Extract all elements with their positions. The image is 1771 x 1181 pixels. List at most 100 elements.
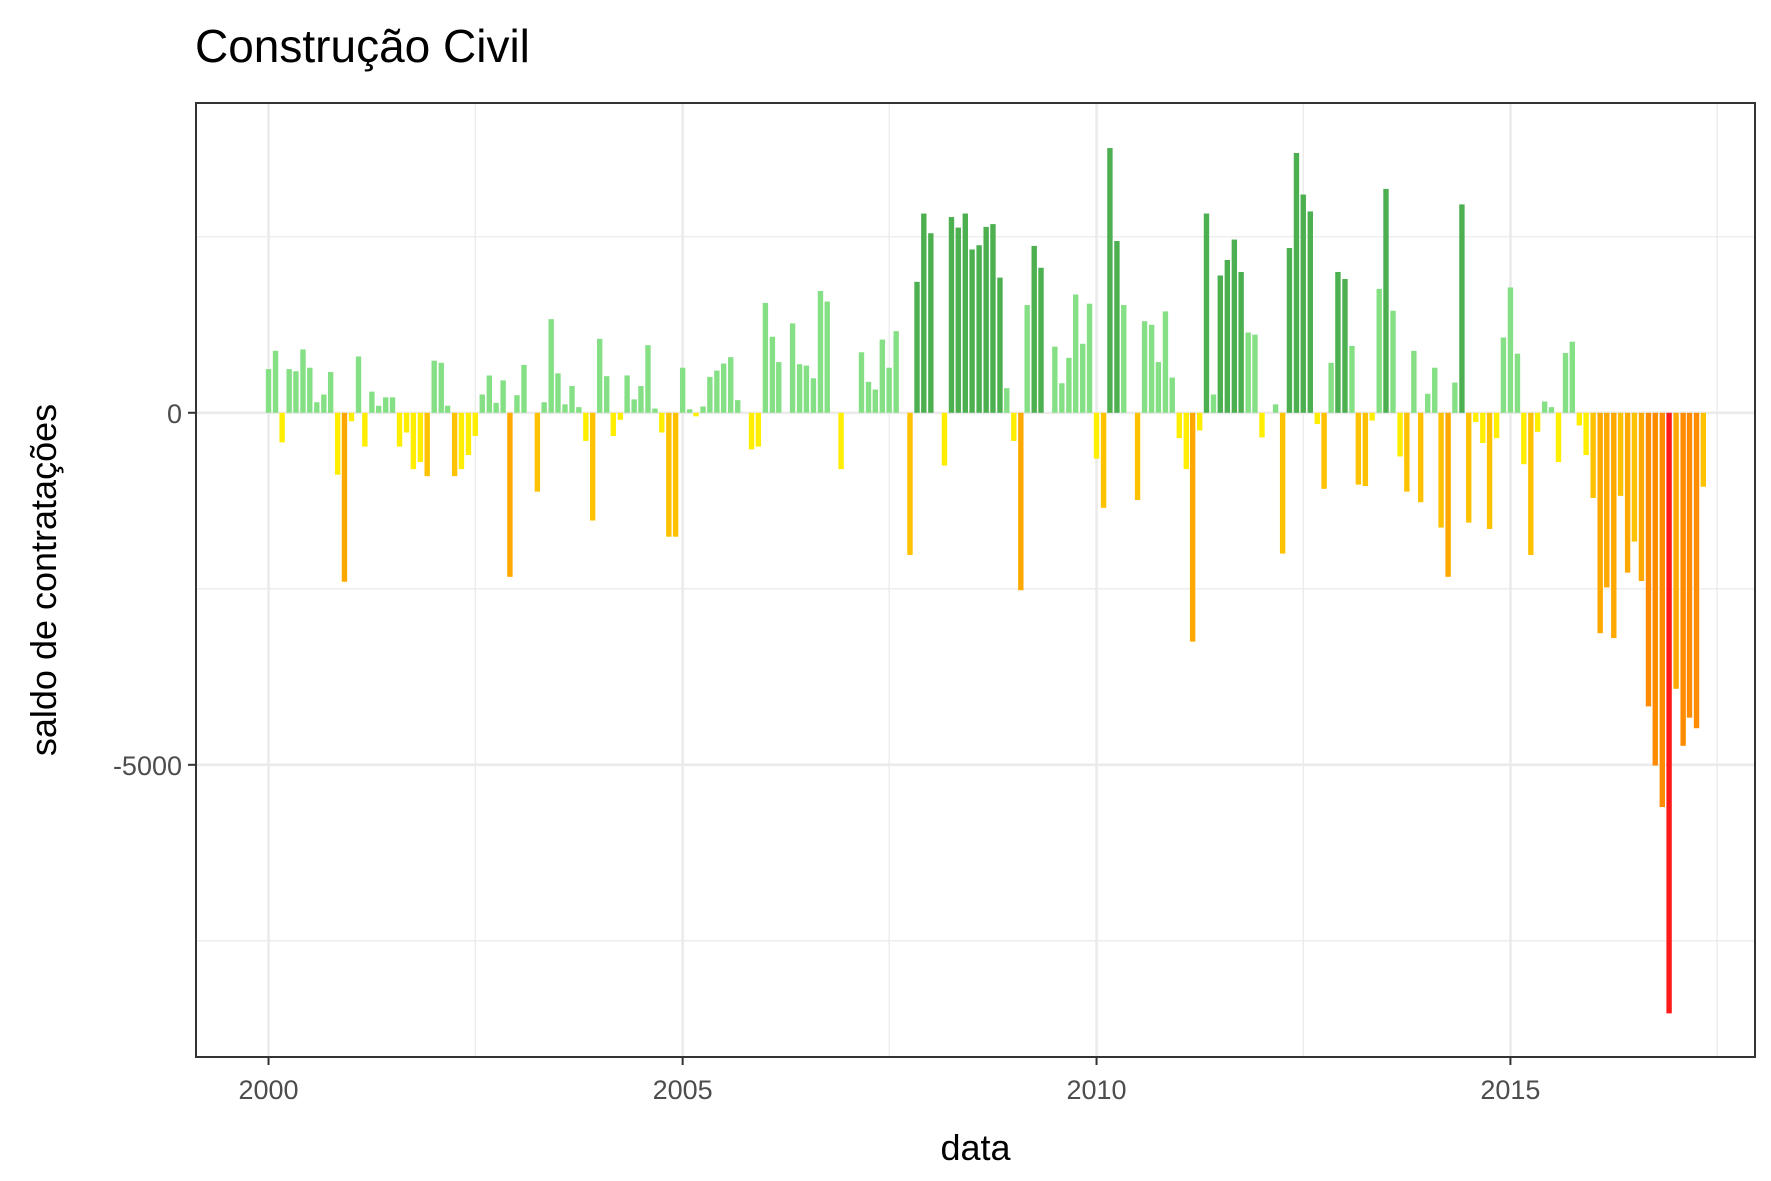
bar (1210, 394, 1217, 413)
bar (1604, 412, 1610, 588)
bar (1252, 334, 1258, 413)
bar (948, 217, 955, 413)
axis-ticks: 2000 2005 2010 2015 0 -5000 (113, 399, 1541, 1105)
bar (962, 213, 968, 413)
bar (838, 412, 844, 470)
bar (555, 373, 561, 413)
bar (1072, 294, 1079, 413)
bar (789, 323, 796, 413)
bar (645, 345, 651, 413)
bar (659, 412, 665, 433)
bar (796, 364, 803, 413)
bar (1541, 401, 1548, 413)
bar (1700, 412, 1707, 487)
bar (1680, 412, 1686, 746)
bar (1534, 412, 1541, 432)
bar (1107, 148, 1113, 413)
bar (1183, 412, 1189, 470)
bar (1500, 337, 1507, 413)
bar (1404, 412, 1410, 492)
bar (486, 375, 492, 413)
bar (1459, 204, 1465, 413)
bar (451, 412, 458, 477)
bar (569, 386, 575, 413)
bar (1590, 412, 1596, 498)
grid (196, 103, 1755, 1057)
bar (769, 336, 776, 413)
bar (1514, 353, 1521, 413)
bar (1355, 412, 1362, 485)
bar (1141, 321, 1148, 413)
bar (1617, 412, 1624, 496)
bar (638, 386, 644, 413)
bar (1011, 412, 1017, 441)
bar (686, 409, 693, 413)
bar (321, 394, 327, 413)
bar (1121, 305, 1127, 413)
bar (735, 400, 741, 413)
bar (327, 371, 334, 413)
bar (976, 245, 982, 413)
bar (1335, 271, 1341, 413)
bar (1155, 362, 1162, 413)
bar (1093, 412, 1100, 459)
bar (348, 412, 355, 422)
bar (921, 213, 927, 413)
bar (1224, 260, 1231, 413)
bar (1432, 367, 1438, 413)
bar (928, 233, 934, 413)
bar (1376, 288, 1382, 413)
bar (1493, 412, 1500, 439)
bar (1134, 412, 1141, 501)
bar (534, 412, 541, 492)
bar (444, 405, 451, 413)
bar (1486, 412, 1493, 529)
x-tick-label: 2000 (238, 1075, 298, 1105)
bar (1176, 412, 1182, 439)
bar (858, 352, 865, 413)
bar (589, 412, 596, 521)
bar (1362, 412, 1369, 487)
bar (679, 367, 686, 413)
bar (1438, 412, 1444, 528)
bar (369, 391, 375, 413)
bar (941, 412, 948, 466)
bar (631, 399, 637, 413)
bar (762, 302, 769, 413)
x-tick-label: 2005 (653, 1075, 713, 1105)
bar (1693, 412, 1700, 729)
bar (472, 412, 478, 437)
bar (1169, 377, 1175, 413)
bar (1349, 345, 1355, 413)
bar (700, 406, 706, 413)
bar (355, 356, 362, 413)
bar (1521, 412, 1527, 465)
bar (1480, 412, 1486, 444)
bar (548, 319, 554, 413)
bar (1148, 324, 1155, 413)
bar (983, 226, 989, 413)
bar (1031, 245, 1037, 413)
bars (265, 148, 1707, 1014)
bar (1425, 393, 1431, 413)
y-tick-label: 0 (167, 399, 182, 429)
bar (279, 412, 285, 443)
bar (990, 224, 996, 413)
bar (576, 407, 582, 413)
y-axis-title: saldo de contratações (23, 404, 64, 756)
bar (879, 339, 886, 413)
bar (1611, 412, 1617, 639)
bar (1369, 412, 1375, 421)
bar (1300, 194, 1306, 413)
bar (1445, 412, 1451, 577)
bar (1004, 388, 1010, 413)
bar (1659, 412, 1665, 808)
bar (1417, 412, 1424, 503)
bar (1018, 412, 1024, 591)
bar (955, 227, 961, 413)
bar (707, 376, 713, 413)
bar (1555, 412, 1562, 463)
bar (1086, 303, 1093, 413)
bar (776, 362, 782, 413)
